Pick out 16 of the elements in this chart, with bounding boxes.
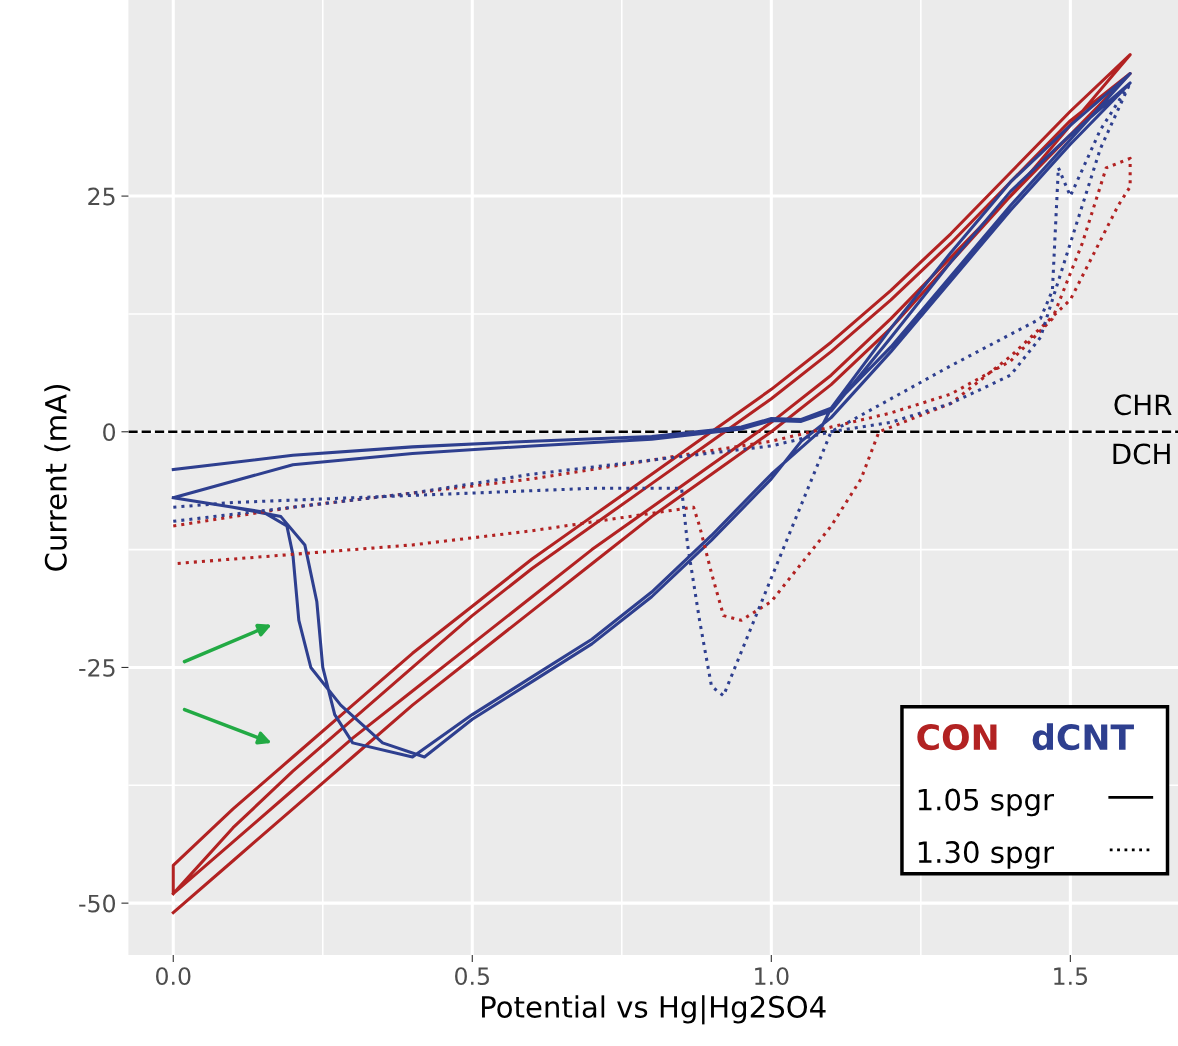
- annotation: CHR: [1114, 394, 1172, 416]
- x-tick-label: 1.0: [755, 967, 789, 986]
- annotation: CON: [917, 723, 997, 751]
- annotation: 1.30 spgr: [918, 841, 1055, 869]
- y-tick-label: -25: [79, 658, 115, 677]
- x-tick-label: 0.0: [156, 967, 191, 986]
- y-tick-label: 25: [88, 187, 115, 206]
- annotation: dCNT: [1032, 723, 1134, 751]
- x-tick-label: 0.5: [455, 967, 489, 986]
- annotation: 1.05 spgr: [918, 788, 1055, 817]
- annotation: DCH: [1113, 443, 1170, 465]
- x-tick-label: 1.5: [1054, 967, 1088, 986]
- y-tick-label: -50: [79, 894, 116, 913]
- x-axis-title: Potential vs Hg|Hg2SO4: [482, 995, 826, 1025]
- y-tick-label: 0: [103, 423, 116, 442]
- y-axis-title: Current (mA): [44, 385, 71, 571]
